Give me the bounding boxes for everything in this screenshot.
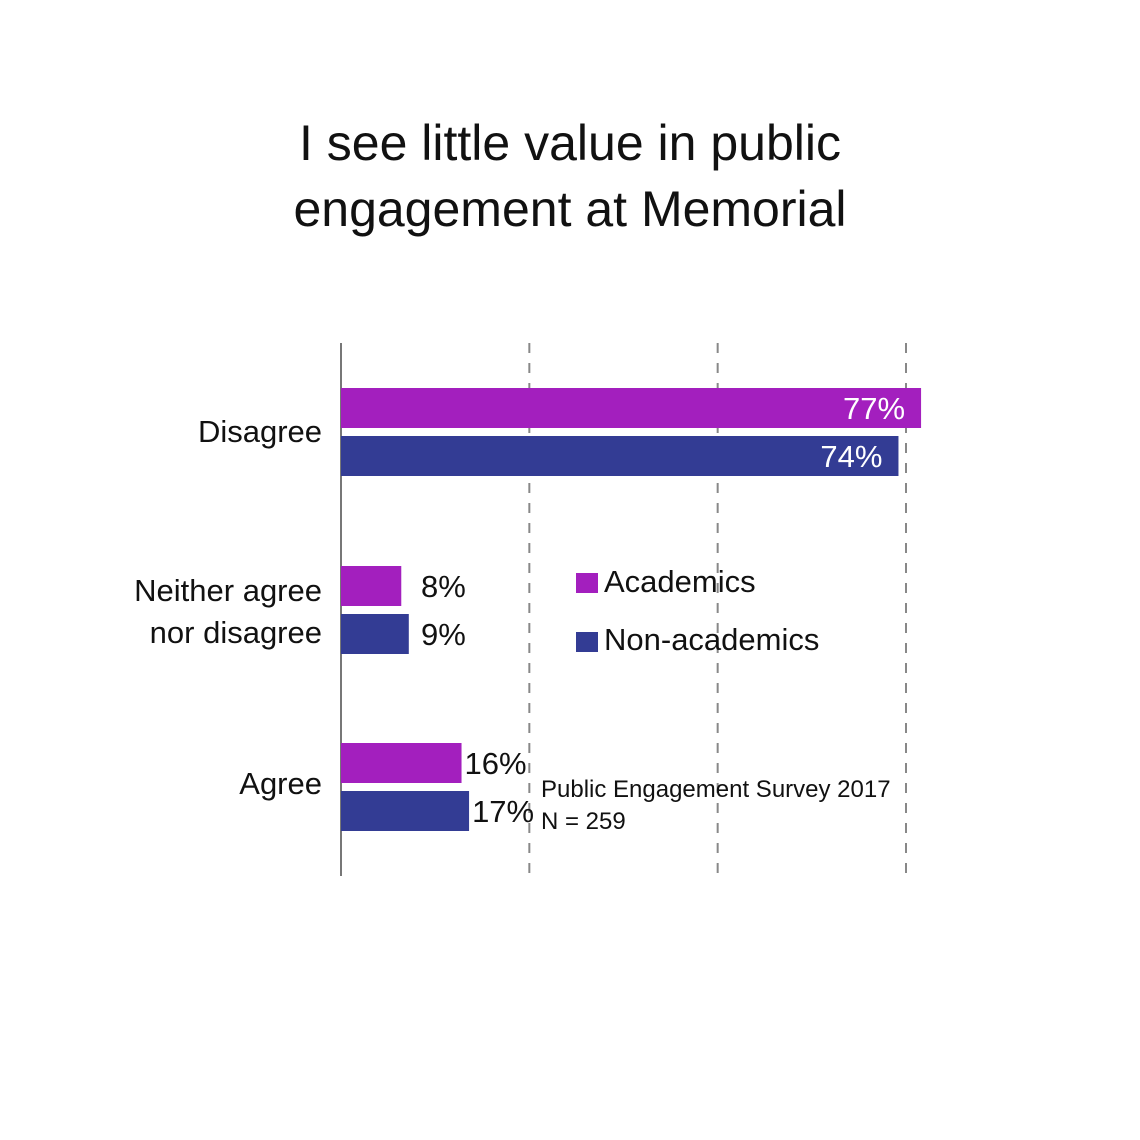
bar-academics-3 <box>341 743 462 783</box>
label-layer: Disagree 77% 74% Neither agree nor disagree 8… <box>134 391 905 829</box>
bar-academics-1 <box>341 388 922 428</box>
category-label-2-line-2: nor disagree <box>150 615 322 650</box>
value-label-non-academics-3: 17% <box>472 794 534 829</box>
legend-swatch-academics <box>576 573 598 593</box>
category-label-2-line-1: Neither agree <box>134 573 322 608</box>
value-label-academics-2: 8% <box>421 569 466 604</box>
bar-layer <box>341 388 922 831</box>
legend-label-non-academics: Non-academics <box>604 622 819 657</box>
bar-non-academics-3 <box>341 791 470 831</box>
source-note: Public Engagement Survey 2017 N = 259 <box>541 776 891 835</box>
chart-title-line-2: engagement at Memorial <box>293 181 847 237</box>
legend-swatch-non-academics <box>576 632 598 652</box>
bar-non-academics-2 <box>341 614 409 654</box>
value-label-academics-3: 16% <box>465 746 527 781</box>
bar-academics-2 <box>341 566 402 606</box>
value-label-non-academics-1: 74% <box>820 439 882 474</box>
category-label-1-line-1: Disagree <box>198 414 322 449</box>
value-label-non-academics-2: 9% <box>421 617 466 652</box>
legend: Academics Non-academics <box>576 564 819 657</box>
legend-label-academics: Academics <box>604 564 756 599</box>
chart-title: I see little value in public engagement … <box>0 110 1140 242</box>
category-label-3-line-1: Agree <box>239 766 322 801</box>
source-line-1: Public Engagement Survey 2017 <box>541 776 891 803</box>
chart-title-line-1: I see little value in public <box>299 115 841 171</box>
bar-non-academics-1 <box>341 436 899 476</box>
grid-layer <box>340 343 907 876</box>
source-line-2: N = 259 <box>541 808 626 835</box>
value-label-academics-1: 77% <box>843 391 905 426</box>
